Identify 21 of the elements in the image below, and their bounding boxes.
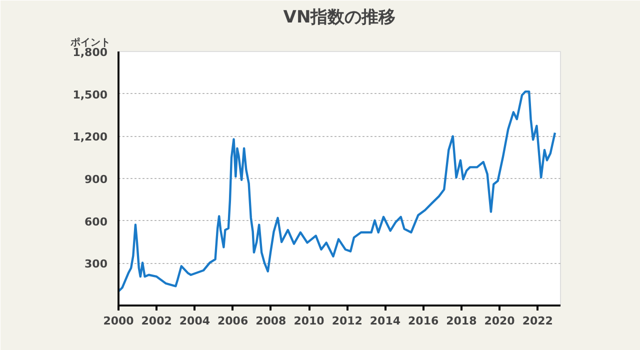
x-tick-label: 2014	[370, 314, 401, 328]
x-tick-label: 2004	[179, 314, 210, 328]
chart-title: VN指数の推移	[283, 8, 396, 28]
x-tick-label: 2016	[408, 314, 439, 328]
line-series	[118, 90, 556, 292]
y-tick-label: 600	[84, 215, 108, 228]
y-tick-label: 1,200	[72, 130, 108, 144]
y-axis-title: ポイント	[70, 38, 110, 48]
x-tick-label: 2012	[332, 314, 362, 328]
x-tick-label: 2002	[141, 314, 172, 328]
y-tick-label: 1,500	[72, 88, 108, 102]
x-tick-label: 2020	[484, 314, 516, 328]
x-tick-label: 2022	[522, 314, 553, 328]
x-tick-label: 2000	[103, 314, 134, 328]
y-tick-label: 300	[84, 258, 108, 271]
y-tick-label: 1,800	[72, 46, 108, 59]
x-tick-label: 2018	[446, 314, 477, 328]
x-tick-label: 2006	[218, 314, 248, 328]
x-tick-label: 2010	[294, 314, 325, 328]
x-tick-label: 2008	[256, 314, 286, 328]
y-tick-label: 900	[84, 173, 108, 186]
